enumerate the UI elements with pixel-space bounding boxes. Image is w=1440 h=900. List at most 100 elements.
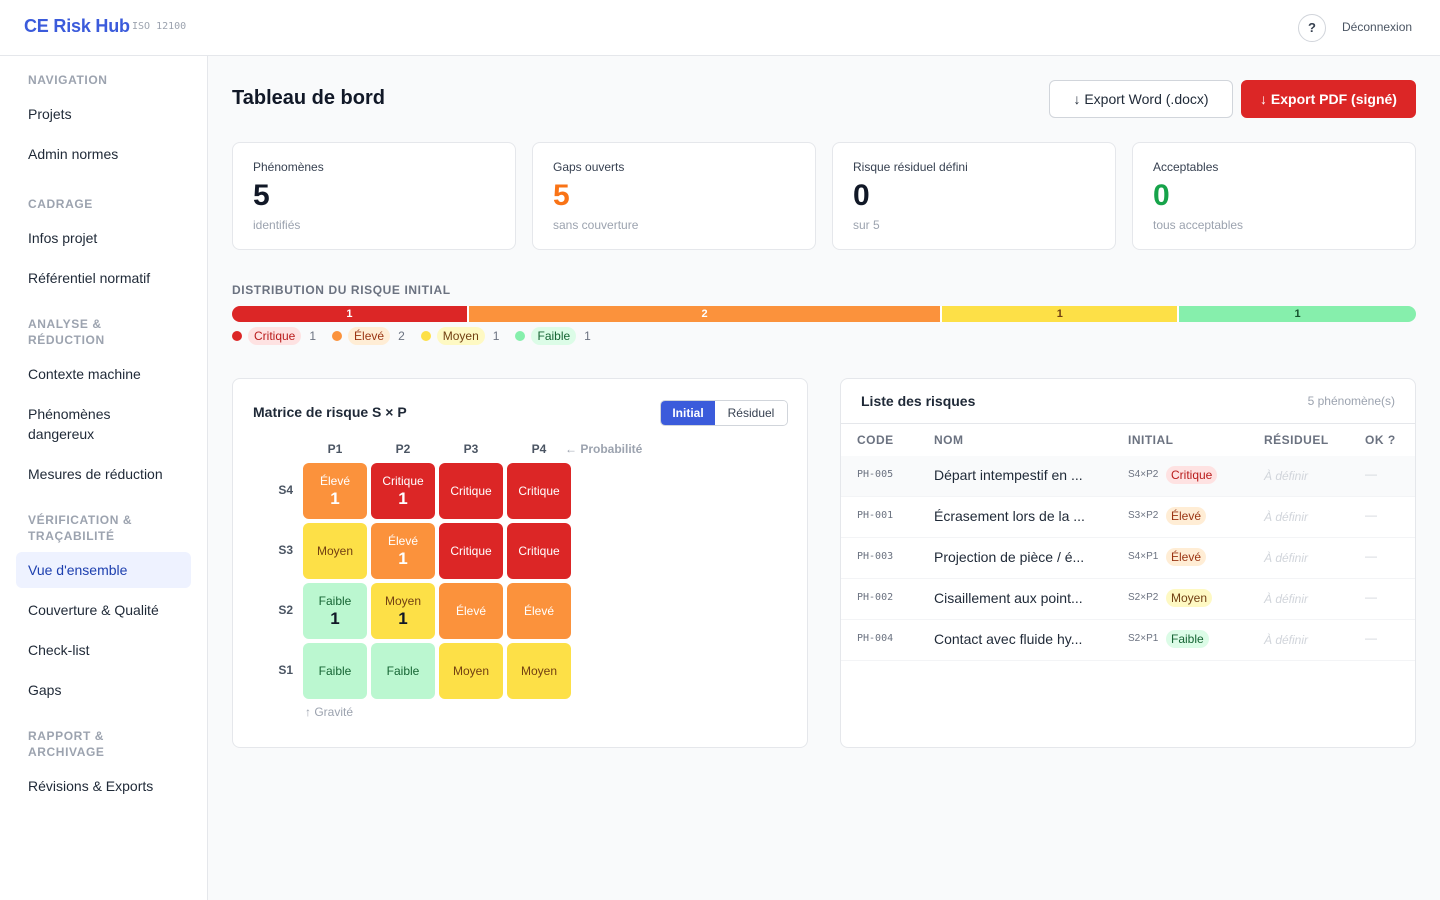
risk-residual: À définir [1264, 592, 1309, 606]
matrix-cell[interactable]: Moyen [439, 643, 503, 699]
matrix-cell[interactable]: Faible 1 [303, 583, 367, 639]
risk-level-badge: Élevé [1166, 507, 1207, 525]
sidebar-section-analyse: ANALYSE & RÉDUCTION [28, 317, 105, 347]
sidebar-item-infos-projet[interactable]: Infos projet [28, 230, 98, 246]
matrix-cell[interactable]: Critique [507, 463, 571, 519]
matrix-cell-count: 1 [398, 489, 408, 508]
sidebar-item-check-list[interactable]: Check-list [28, 642, 90, 658]
matrix-column-header: P3 [463, 442, 479, 456]
legend-count: 1 [492, 329, 500, 343]
column-header-code[interactable]: CODE [857, 433, 894, 447]
matrix-cell[interactable]: Moyen [303, 523, 367, 579]
risk-name: Cisaillement aux point... [934, 590, 1083, 606]
column-header-residuel[interactable]: RÉSIDUEL [1264, 433, 1329, 447]
risk-ok-status: — [1365, 467, 1377, 481]
risk-severity-probability: S2×P2 [1128, 592, 1159, 603]
sidebar-item-gaps[interactable]: Gaps [28, 682, 62, 698]
risk-residual: À définir [1264, 633, 1309, 647]
norm-tag: ISO 12100 [132, 21, 187, 32]
column-header-initial[interactable]: INITIAL [1128, 433, 1174, 447]
risk-level-badge: Moyen [1166, 589, 1213, 607]
table-row[interactable]: PH-004 Contact avec fluide hy... S2×P1 Faib… [841, 620, 1415, 661]
matrix-title: Matrice de risque S × P [253, 404, 407, 420]
app-logo[interactable]: CE Risk Hub [24, 16, 130, 36]
export-word-button[interactable]: ↓ Export Word (.docx) [1049, 80, 1233, 118]
matrix-cell-level: Moyen [316, 544, 354, 558]
matrix-cell-level: Élevé [387, 534, 419, 548]
sidebar-item-contexte-machine[interactable]: Contexte machine [28, 366, 141, 382]
export-pdf-button[interactable]: ↓ Export PDF (signé) [1241, 80, 1416, 118]
legend-count: 1 [584, 329, 591, 343]
sidebar-item-projets[interactable]: Projets [28, 106, 72, 122]
top-bar: CE Risk Hub ISO 12100 ? Déconnexion [0, 0, 1440, 56]
table-row[interactable]: PH-002 Cisaillement aux point... S2×P2 Moye… [841, 579, 1415, 620]
matrix-cell[interactable]: Moyen 1 [371, 583, 435, 639]
table-row[interactable]: PH-005 Départ intempestif en ... S4×P2 Crit… [841, 456, 1415, 497]
matrix-cell[interactable]: Moyen [507, 643, 571, 699]
logout-link[interactable]: Déconnexion [1342, 20, 1413, 34]
sidebar-item-phenomenes-dangereux[interactable]: Phénomènes dangereux [28, 406, 111, 442]
sidebar-section-cadrage: CADRAGE [28, 197, 93, 211]
legend-label: Élevé [348, 327, 391, 345]
matrix-cell-level: Élevé [455, 604, 487, 618]
matrix-cell[interactable]: Élevé [439, 583, 503, 639]
matrix-cell-count: 1 [398, 549, 408, 568]
matrix-cell[interactable]: Faible [371, 643, 435, 699]
stat-card-phenomenes: Phénomènes 5 identifiés [232, 142, 516, 250]
column-header-ok[interactable]: OK ? [1365, 433, 1396, 447]
stat-sub: identifiés [253, 218, 301, 232]
stat-value: 5 [553, 179, 570, 212]
risk-name: Projection de pièce / é... [934, 549, 1085, 565]
risk-severity-probability: S3×P2 [1128, 510, 1159, 521]
column-header-nom[interactable]: NOM [934, 433, 964, 447]
matrix-cell[interactable]: Critique [507, 523, 571, 579]
risk-name: Départ intempestif en ... [934, 467, 1083, 483]
matrix-cell[interactable]: Faible [303, 643, 367, 699]
matrix-cell[interactable]: Critique [439, 523, 503, 579]
sidebar-item-mesures-reduction[interactable]: Mesures de réduction [28, 466, 163, 482]
sidebar-item-revisions-exports[interactable]: Révisions & Exports [28, 778, 154, 794]
sidebar-item-admin-normes[interactable]: Admin normes [28, 146, 119, 162]
matrix-cell[interactable]: Élevé 1 [303, 463, 367, 519]
matrix-cell[interactable]: Élevé [507, 583, 571, 639]
risk-matrix-card: Matrice de risque S × P Initial Résiduel… [232, 378, 808, 748]
sidebar-item-vue-ensemble[interactable]: Vue d'ensemble [16, 552, 191, 588]
sidebar-item-referentiel-normatif[interactable]: Référentiel normatif [28, 270, 151, 286]
matrix-cell-level: Moyen [520, 664, 558, 678]
table-row[interactable]: PH-003 Projection de pièce / é... S4×P1 Éle… [841, 538, 1415, 579]
distribution-segment-0: 1 [232, 306, 469, 322]
matrix-cell-level: Critique [518, 544, 560, 558]
matrix-cell[interactable]: Élevé 1 [371, 523, 435, 579]
stat-label: Acceptables [1153, 160, 1219, 174]
risk-code: PH-004 [857, 633, 894, 644]
legend-dot [515, 331, 526, 341]
sidebar-section-navigation: NAVIGATION [28, 73, 108, 87]
distribution-segment-2: 1 [942, 306, 1180, 322]
distribution-legend: Critique 1 Élevé 2 Moyen 1 Faible 1 [232, 326, 607, 346]
matrix-row-header: S4 [278, 483, 293, 497]
help-button[interactable]: ? [1298, 14, 1326, 42]
risk-level-badge: Élevé [1166, 548, 1207, 566]
sidebar-section-verification: VÉRIFICATION & TRAÇABILITÉ [28, 513, 133, 543]
divider [841, 423, 1415, 424]
stat-sub: tous acceptables [1153, 218, 1244, 232]
stat-sub: sans couverture [553, 218, 639, 232]
matrix-cell-level: Moyen [452, 664, 490, 678]
risk-residual: À définir [1264, 510, 1309, 524]
matrix-cell[interactable]: Critique 1 [371, 463, 435, 519]
stat-card-gaps: Gaps ouverts 5 sans couverture [532, 142, 816, 250]
matrix-cell-level: Moyen [384, 594, 422, 608]
stat-value: 5 [253, 179, 270, 212]
risk-code: PH-001 [857, 510, 894, 521]
toggle-initial[interactable]: Initial [661, 401, 715, 425]
table-row[interactable]: PH-001 Écrasement lors de la ... S3×P2 Élev… [841, 497, 1415, 538]
matrix-cell-count: 1 [330, 489, 340, 508]
toggle-residuel[interactable]: Résiduel [715, 401, 787, 425]
risk-list-card: Liste des risques 5 phénomène(s) CODE NO… [840, 378, 1416, 748]
matrix-cell[interactable]: Critique [439, 463, 503, 519]
matrix-cell-level: Critique [450, 544, 492, 558]
risk-name: Écrasement lors de la ... [934, 508, 1085, 524]
sidebar-item-couverture-qualite[interactable]: Couverture & Qualité [28, 602, 159, 618]
matrix-column-header: P2 [395, 442, 411, 456]
legend-label: Faible [531, 327, 577, 345]
